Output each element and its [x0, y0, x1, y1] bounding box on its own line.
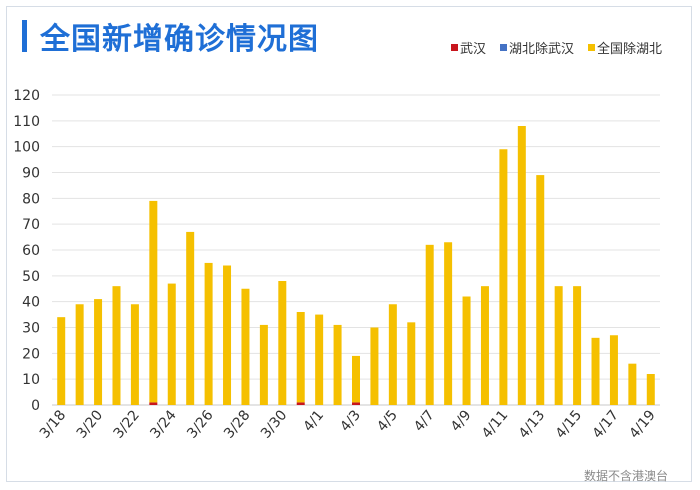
chart-frame: [6, 6, 692, 482]
legend-item-national-ex-hubei: 全国除湖北: [587, 38, 662, 57]
bar-national-ex-hubei: [646, 374, 655, 405]
y-tick-label: 30: [22, 321, 40, 337]
bar-wuhan: [149, 402, 158, 405]
bar-national-ex-hubei: [628, 363, 637, 405]
bar-national-ex-hubei: [204, 262, 213, 405]
bar-national-ex-hubei: [352, 355, 360, 403]
bar-national-ex-hubei: [75, 304, 84, 405]
y-tick-label: 60: [22, 243, 40, 259]
chart-title: 全国新增确诊情况图: [40, 22, 319, 57]
bar-national-ex-hubei: [333, 324, 342, 405]
x-tick-label: 3/26: [184, 407, 217, 441]
bar-national-ex-hubei: [536, 175, 545, 405]
legend: 武汉 湖北除武汉 全国除湖北: [450, 38, 662, 57]
legend-label-wuhan: 武汉: [459, 42, 486, 57]
y-tick-label: 40: [22, 295, 40, 311]
x-tick-label: 4/19: [626, 407, 658, 441]
bar-national-ex-hubei: [573, 286, 582, 405]
x-tick-label: 4/15: [553, 407, 585, 441]
y-tick-label: 50: [22, 269, 40, 285]
title-accent-bar: [22, 20, 27, 52]
bar-national-ex-hubei: [130, 304, 139, 405]
bar-national-ex-hubei: [444, 242, 453, 405]
bar-wuhan: [352, 402, 360, 405]
y-tick-label: 90: [22, 166, 40, 182]
y-tick-label: 0: [31, 398, 40, 414]
bar-wuhan: [296, 402, 305, 405]
x-tick-label: 4/11: [479, 407, 511, 441]
x-tick-label: 3/22: [110, 407, 142, 441]
legend-swatch-hubei-ex-wuhan: [499, 44, 507, 51]
legend-item-hubei-ex-wuhan: 湖北除武汉: [499, 38, 574, 57]
x-tick-label: 4/7: [411, 407, 438, 435]
bar-national-ex-hubei: [517, 126, 526, 405]
x-tick-label: 3/30: [258, 407, 290, 441]
y-tick-label: 10: [22, 372, 40, 388]
bar-national-ex-hubei: [609, 335, 618, 405]
bar-national-ex-hubei: [591, 337, 600, 405]
bar-national-ex-hubei: [315, 314, 324, 405]
legend-label-hubei-ex-wuhan: 湖北除武汉: [508, 42, 574, 57]
bar-national-ex-hubei: [370, 327, 379, 405]
legend-swatch-national-ex-hubei: [587, 44, 595, 51]
bar-national-ex-hubei: [167, 283, 176, 405]
x-tick-label: 3/20: [74, 407, 106, 441]
y-tick-label: 100: [13, 140, 40, 156]
bar-national-ex-hubei: [425, 244, 434, 405]
bar-national-ex-hubei: [388, 304, 397, 405]
bar-national-ex-hubei: [112, 286, 121, 405]
x-tick-label: 4/5: [374, 407, 401, 435]
bar-national-ex-hubei: [278, 281, 287, 405]
bar-national-ex-hubei: [149, 200, 158, 403]
x-tick-label: 4/1: [300, 407, 327, 435]
bar-national-ex-hubei: [223, 265, 232, 405]
bar-national-ex-hubei: [499, 149, 508, 405]
bar-national-ex-hubei: [241, 288, 250, 405]
x-tick-label: 3/24: [147, 407, 180, 441]
x-tick-label: 3/18: [37, 407, 69, 441]
bar-national-ex-hubei: [407, 322, 416, 405]
bar-national-ex-hubei: [296, 312, 305, 403]
bar-national-ex-hubei: [554, 286, 563, 405]
bar-national-ex-hubei: [462, 296, 471, 405]
bar-national-ex-hubei: [57, 317, 66, 405]
x-tick-label: 4/3: [337, 407, 364, 435]
x-tick-label: 4/9: [448, 407, 475, 435]
legend-swatch-wuhan: [450, 44, 458, 51]
x-tick-label: 3/28: [221, 407, 253, 441]
y-tick-label: 70: [22, 217, 40, 233]
data-note: 数据不含港澳台: [583, 469, 668, 483]
bar-national-ex-hubei: [259, 324, 268, 405]
y-tick-label: 110: [13, 114, 40, 130]
x-tick-label: 4/17: [590, 407, 622, 441]
legend-label-national-ex-hubei: 全国除湖北: [596, 42, 662, 57]
bar-national-ex-hubei: [480, 286, 489, 405]
y-tick-label: 120: [13, 88, 40, 104]
y-tick-label: 20: [22, 346, 40, 362]
x-tick-label: 4/13: [516, 407, 548, 441]
legend-item-wuhan: 武汉: [450, 38, 486, 57]
y-tick-label: 80: [22, 191, 40, 207]
bar-national-ex-hubei: [186, 231, 195, 405]
bar-national-ex-hubei: [94, 299, 103, 405]
